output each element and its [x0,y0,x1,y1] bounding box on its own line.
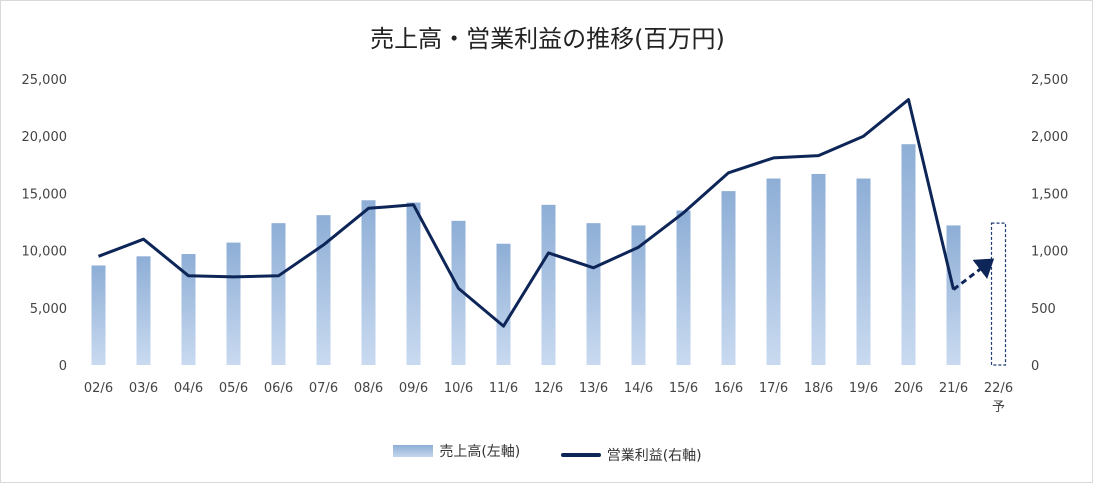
left-axis-tick-label: 15,000 [22,187,68,202]
bar-forecast [990,222,1007,366]
x-axis-tick-label: 04/6 [174,381,203,396]
x-axis-tick-label: 05/6 [219,381,248,396]
chart-title: 売上高・営業利益の推移(百万円) [370,25,725,53]
x-axis-tick-label: 20/6 [894,381,923,396]
x-axis-tick-label: 14/6 [624,381,653,396]
left-axis-tick-label: 5,000 [30,302,67,317]
x-axis-tick-label: 06/6 [264,381,293,396]
left-axis-tick-label: 25,000 [22,73,68,88]
x-axis-tick-label: 21/6 [939,381,968,396]
x-axis-tick-label: 17/6 [759,381,788,396]
right-axis-tick-label: 500 [1031,302,1056,317]
right-axis-tick-label: 1,000 [1031,245,1068,260]
bar [271,223,286,365]
bar [766,178,781,365]
x-axis-tick-label: 09/6 [399,381,428,396]
legend-swatch-line [560,453,601,457]
bar [496,243,511,365]
forecast-label: 予 [992,400,1005,415]
x-axis-tick-label: 19/6 [849,381,878,396]
bar [136,256,151,365]
x-axis-tick-label: 13/6 [579,381,608,396]
bar [676,210,691,365]
bar [721,191,736,365]
x-axis-tick-label: 15/6 [669,381,698,396]
bar [856,178,871,365]
right-axis-tick-label: 2,500 [1031,73,1068,88]
chart-plot: 0 5,000 10,000 15,000 20,000 25,000 0 500 1,000… [22,73,1069,415]
bar [901,144,916,365]
x-axis-tick-label: 11/6 [489,381,518,396]
right-axis-tick-label: 2,000 [1031,130,1068,145]
right-axis-tick-label: 1,500 [1031,187,1068,202]
x-axis-tick-label: 18/6 [804,381,833,396]
bar [946,225,961,365]
legend-item-profit: 営業利益(右軸) [560,445,702,465]
bar [451,220,466,365]
x-axis-tick-label: 07/6 [309,381,338,396]
x-axis-tick-label: 12/6 [534,381,563,396]
bar [181,254,196,365]
bar [586,223,601,365]
left-axis-tick-label: 20,000 [22,130,68,145]
legend-label-sales: 売上高(左軸) [439,444,521,460]
profit-line [97,98,955,328]
x-axis-tick-label: 10/6 [444,381,473,396]
bar [811,173,826,365]
right-axis-tick-label: 0 [1031,359,1039,374]
legend-item-sales: 売上高(左軸) [393,441,520,461]
bar [406,202,421,365]
x-axis-tick-label: 03/6 [129,381,158,396]
legend-label-profit: 営業利益(右軸) [606,448,702,464]
bar [316,215,331,365]
profit-forecast-arrow [952,258,995,291]
x-axis-tick-label: 02/6 [84,381,113,396]
bar [361,200,376,365]
bar [631,225,646,365]
legend-swatch-bar [393,445,434,457]
x-axis-tick-label: 16/6 [714,381,743,396]
bar [91,265,106,365]
x-axis-tick-label: 08/6 [354,381,383,396]
x-axis-tick-label: 22/6 [984,381,1013,396]
left-axis-tick-label: 0 [59,359,67,374]
left-axis-tick-label: 10,000 [22,245,68,260]
bar [226,242,241,365]
bar [541,204,556,365]
legend: 売上高(左軸) 営業利益(右軸) [1,441,1093,465]
